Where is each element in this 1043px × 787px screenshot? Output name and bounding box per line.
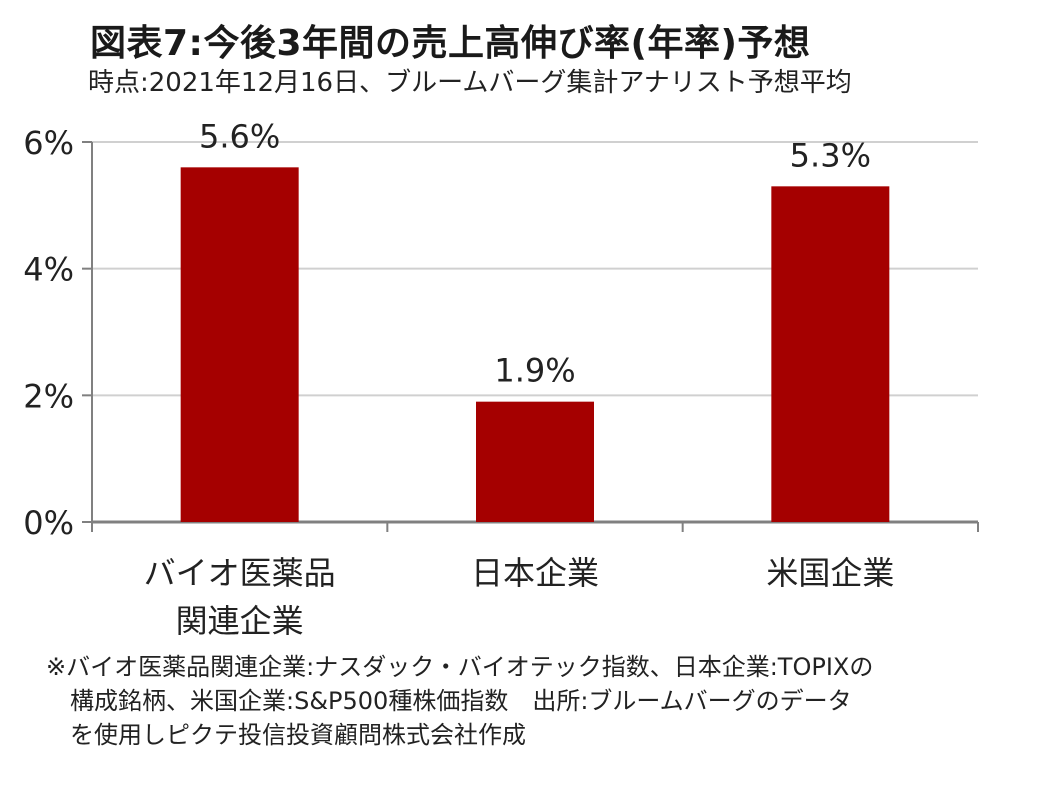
chart-subtitle: 時点:2021年12月16日、ブルームバーグ集計アナリスト予想平均 — [88, 68, 852, 98]
x-category-label: バイオ医薬品 — [144, 554, 336, 592]
data-label: 5.6% — [199, 117, 280, 155]
y-tick-label: 6% — [23, 124, 74, 162]
y-tick-label: 4% — [23, 251, 74, 289]
y-tick-label: 0% — [23, 504, 74, 542]
x-category-label: 米国企業 — [766, 554, 894, 592]
y-tick-label: 2% — [23, 377, 74, 415]
x-category-label: 関連企業 — [176, 602, 304, 640]
footnote-line-3: を使用しピクテ投信投資顧問株式会社作成 — [70, 721, 526, 749]
data-label: 5.3% — [790, 136, 871, 174]
bar-chart: 0% 2% 4% 6% 5.6% バイオ医薬品関連企業 1.9% 日本企業 5.3% 米国企業 — [23, 117, 979, 640]
bar — [180, 167, 299, 523]
bar — [476, 401, 594, 522]
x-category-label: 日本企業 — [471, 554, 599, 592]
chart-title: 図表7:今後3年間の売上高伸び率(年率)予想 — [90, 23, 811, 64]
footnote-line-1: ※バイオ医薬品関連企業:ナスダック・バイオテック指数、日本企業:TOPIXの — [46, 653, 874, 681]
bar — [771, 186, 890, 523]
footnote-line-2: 構成銘柄、米国企業:S&P500種株価指数 出所:ブルームバーグのデータ — [70, 687, 852, 715]
data-label: 1.9% — [494, 352, 575, 390]
footnote: ※バイオ医薬品関連企業:ナスダック・バイオテック指数、日本企業:TOPIXの 構… — [46, 650, 1026, 752]
